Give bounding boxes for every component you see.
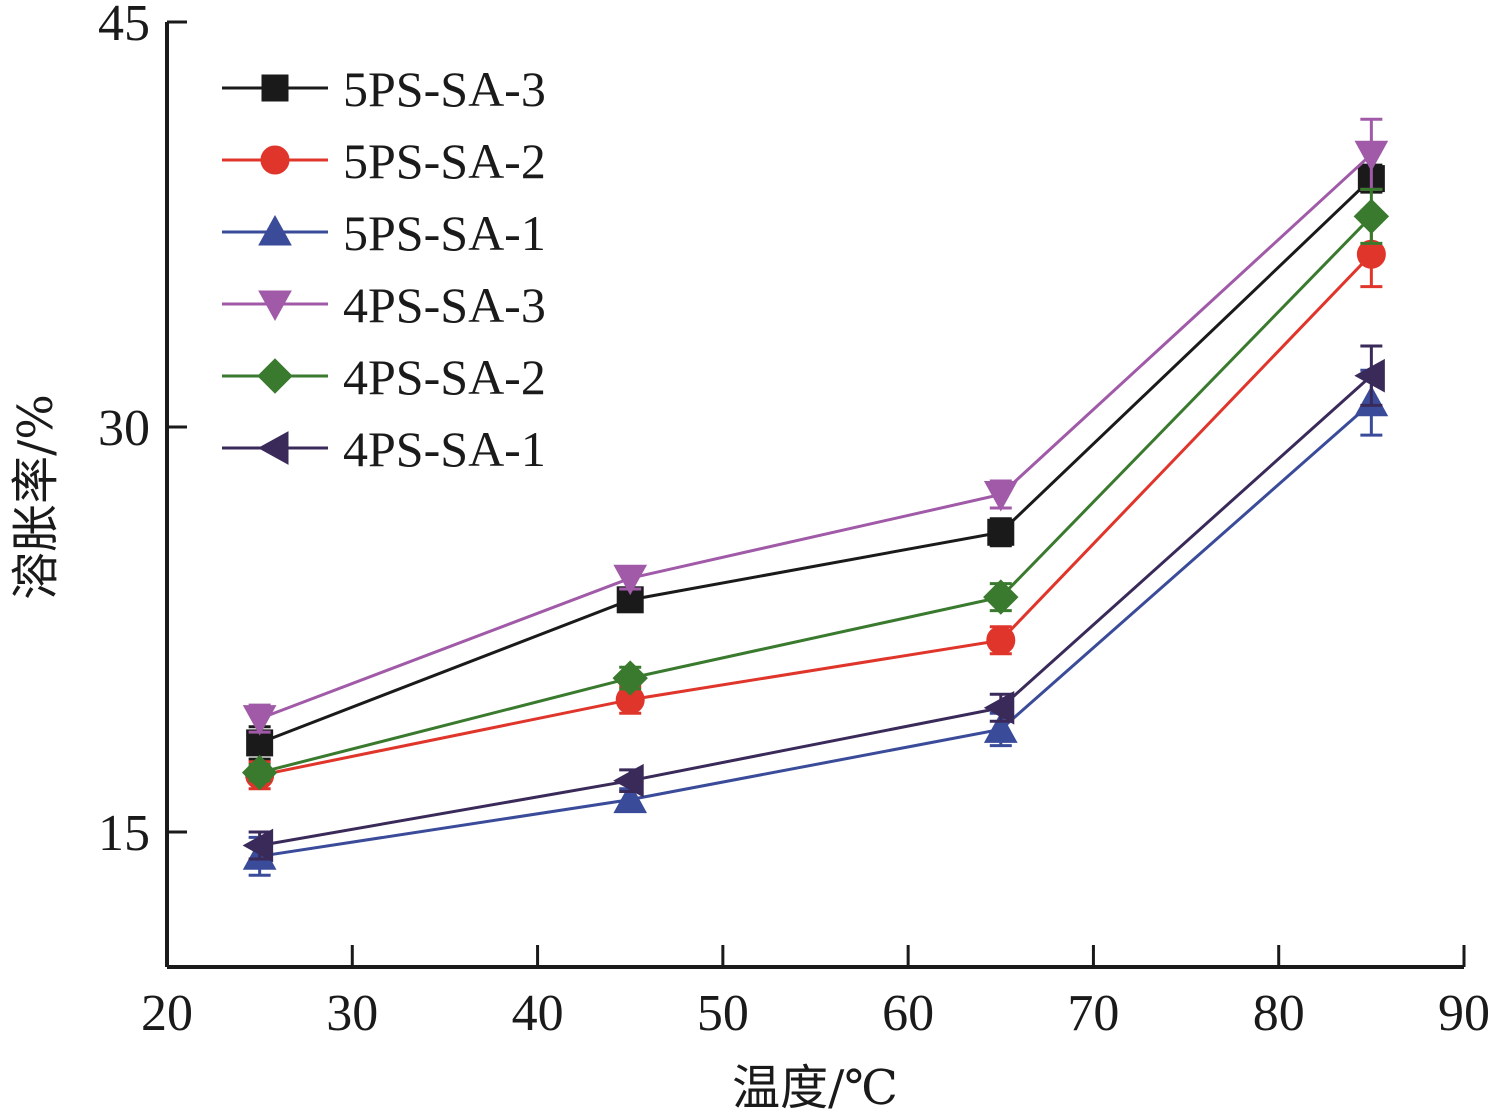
series-line	[259, 253, 1373, 777]
legend-marker	[258, 214, 292, 246]
x-tick-label: 60	[882, 985, 934, 1042]
legend-label: 4PS-SA-3	[343, 277, 546, 333]
series-line	[259, 374, 1373, 847]
legend-item: 5PS-SA-1	[222, 205, 546, 261]
data-point	[242, 705, 277, 736]
data-point	[613, 782, 648, 814]
legend-item: 4PS-SA-2	[222, 349, 546, 405]
data-point	[613, 564, 648, 596]
x-ticks: 20 30 40 50 60 70 80 90	[141, 945, 1490, 1042]
series-line	[259, 401, 1373, 858]
legend-item: 5PS-SA-3	[222, 61, 546, 117]
y-ticks: 15 30 45	[98, 0, 187, 862]
series-4PS-SA-1	[242, 344, 1385, 863]
x-tick-label: 70	[1067, 985, 1119, 1042]
y-tick-label: 45	[98, 0, 150, 52]
x-axis-title: 温度/℃	[732, 1060, 898, 1115]
legend: 5PS-SA-3 5PS-SA-2 5PS-SA-1 4PS-SA-3 4PS-SA-2…	[222, 61, 546, 477]
x-tick-label: 50	[697, 985, 749, 1042]
x-tick-label: 20	[141, 985, 193, 1042]
x-tick-label: 90	[1438, 985, 1490, 1042]
data-point	[1354, 358, 1385, 393]
series-4PS-SA-3	[242, 117, 1389, 736]
y-tick-label: 30	[98, 400, 150, 457]
x-tick-label: 80	[1253, 985, 1305, 1042]
data-point	[987, 518, 1015, 546]
series-line	[259, 177, 1373, 745]
legend-marker	[257, 358, 293, 394]
x-tick-label: 40	[512, 985, 564, 1042]
data-point	[1353, 198, 1390, 235]
legend-label: 4PS-SA-1	[343, 421, 546, 477]
data-point	[983, 481, 1018, 512]
x-tick-label: 30	[326, 985, 378, 1042]
legend-item: 4PS-SA-3	[222, 277, 546, 333]
data-point	[613, 763, 644, 798]
legend-label: 4PS-SA-2	[343, 349, 546, 405]
series-4PS-SA-2	[241, 187, 1390, 791]
series-layer	[241, 117, 1390, 877]
legend-label: 5PS-SA-1	[343, 205, 546, 261]
series-line	[259, 153, 1373, 721]
legend-marker	[260, 145, 290, 175]
data-point	[983, 712, 1018, 743]
legend-item: 5PS-SA-2	[222, 133, 546, 189]
data-point	[612, 660, 648, 696]
legend-label: 5PS-SA-3	[343, 61, 546, 117]
legend-marker	[261, 74, 289, 102]
legend-marker	[257, 431, 289, 465]
legend-item: 4PS-SA-1	[222, 421, 546, 477]
series-line	[259, 215, 1373, 775]
y-tick-label: 15	[98, 805, 150, 862]
data-point	[986, 625, 1016, 655]
data-point	[242, 828, 274, 863]
data-point	[241, 754, 278, 791]
data-point	[983, 690, 1015, 725]
legend-label: 5PS-SA-2	[343, 133, 546, 189]
y-axis-title: 溶胀率/%	[8, 394, 64, 600]
legend-marker	[258, 290, 292, 322]
data-point	[983, 579, 1019, 615]
data-point	[1354, 140, 1389, 172]
axes	[165, 22, 1464, 969]
